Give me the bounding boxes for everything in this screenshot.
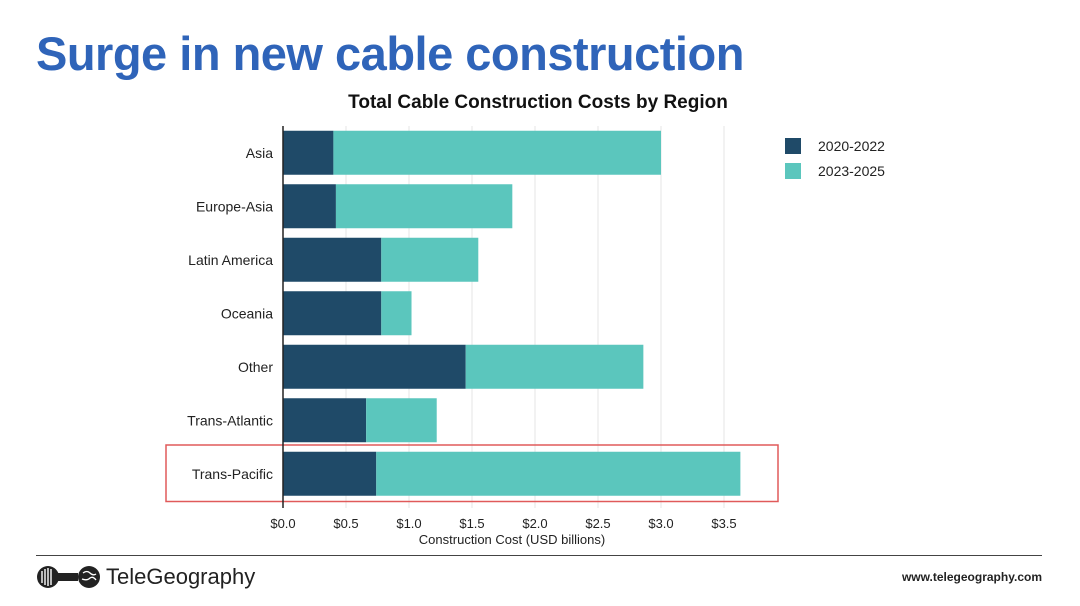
bar-europe-asia-2023-2025	[335, 184, 513, 229]
bar-trans-pacific-2023-2025	[376, 451, 741, 496]
bar-europe-asia-2020-2022	[283, 184, 336, 229]
bar-other-2023-2025	[465, 344, 644, 389]
telegeography-logo-icon	[37, 566, 100, 588]
highlight-layer	[165, 444, 779, 503]
x-axis-title: Construction Cost (USD billions)	[419, 532, 605, 547]
footer-divider	[36, 555, 1042, 556]
bar-oceania-2023-2025	[381, 291, 412, 336]
bar-oceania-2020-2022	[283, 291, 382, 336]
chart-title: Total Cable Construction Costs by Region	[348, 92, 728, 113]
x-tick-label: $1.5	[459, 516, 484, 531]
headline: Surge in new cable construction	[36, 27, 744, 80]
category-label: Trans-Pacific	[192, 466, 273, 482]
x-tick-label: $2.5	[585, 516, 610, 531]
x-tick-label: $1.0	[396, 516, 421, 531]
category-label: Asia	[246, 145, 273, 161]
x-tick-label: $0.5	[333, 516, 358, 531]
x-tick-label: $2.0	[522, 516, 547, 531]
bar-latin-america-2023-2025	[381, 237, 479, 282]
bar-asia-2020-2022	[283, 130, 334, 175]
x-tick-labels: $0.0 $0.5 $1.0 $1.5 $2.0 $2.5 $3.0 $3.5	[270, 516, 736, 531]
bar-trans-pacific-2020-2022	[283, 451, 377, 496]
category-label: Oceania	[221, 305, 273, 321]
bar-asia-2023-2025	[333, 130, 661, 175]
legend-swatch	[785, 163, 801, 179]
highlight-box	[165, 444, 779, 503]
x-tick-label: $0.0	[270, 516, 295, 531]
category-label: Latin America	[188, 252, 273, 268]
category-label: Trans-Atlantic	[187, 412, 273, 428]
legend-label: 2023-2025	[818, 163, 885, 179]
bar-other-2020-2022	[283, 344, 466, 389]
x-tick-label: $3.0	[648, 516, 673, 531]
x-tick-label: $3.5	[711, 516, 736, 531]
category-labels: Asia Europe-Asia Latin America Oceania Other…	[187, 145, 273, 482]
brand-name: TeleGeography	[106, 564, 256, 589]
brand: TeleGeography	[36, 564, 255, 590]
category-label: Europe-Asia	[196, 198, 273, 214]
website-url: www.telegeography.com	[901, 570, 1042, 584]
bar-trans-atlantic-2020-2022	[283, 398, 367, 443]
category-label: Other	[238, 359, 273, 375]
bar-latin-america-2020-2022	[283, 237, 382, 282]
legend: 2020-2022 2023-2025	[785, 138, 885, 179]
legend-label: 2020-2022	[818, 138, 885, 154]
legend-swatch	[785, 138, 801, 154]
bar-trans-atlantic-2023-2025	[366, 398, 437, 443]
bars	[283, 130, 741, 496]
